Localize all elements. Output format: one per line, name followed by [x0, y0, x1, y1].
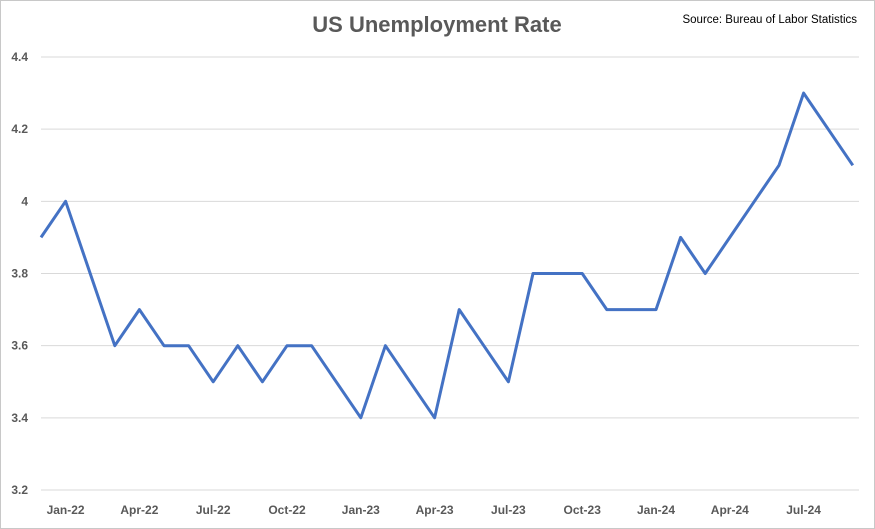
y-axis-ticks: 3.2 3.4 3.6 3.8 4 4.2 4.4 [11, 50, 28, 497]
x-tick-label: Jul-24 [786, 503, 821, 517]
x-tick-label: Apr-23 [416, 503, 454, 517]
series-layer [39, 91, 855, 420]
y-tick-label: 4.2 [11, 122, 28, 136]
gridlines [41, 56, 859, 491]
y-tick-label: 3.4 [11, 411, 28, 425]
x-tick-label: Jan-23 [342, 503, 380, 517]
x-tick-label: Apr-22 [120, 503, 158, 517]
x-tick-label: Apr-24 [711, 503, 749, 517]
source-note: Source: Bureau of Labor Statistics [682, 14, 857, 26]
x-axis-ticks: Jan-22 Apr-22 Jul-22 Oct-22 Jan-23 Apr-23 Jul-… [47, 503, 822, 517]
x-tick-label: Jul-22 [196, 503, 231, 517]
y-tick-label: 4 [21, 194, 28, 208]
x-tick-label: Oct-23 [564, 503, 602, 517]
y-tick-label: 3.2 [11, 483, 28, 497]
x-tick-label: Jul-23 [491, 503, 526, 517]
y-tick-label: 3.6 [11, 339, 28, 353]
x-tick-label: Jan-24 [637, 503, 675, 517]
chart-title: US Unemployment Rate [312, 12, 561, 37]
y-tick-label: 4.4 [11, 50, 28, 64]
x-tick-label: Oct-22 [268, 503, 306, 517]
y-tick-label: 3.8 [11, 267, 28, 281]
x-tick-label: Jan-22 [47, 503, 85, 517]
series-line [39, 91, 855, 420]
